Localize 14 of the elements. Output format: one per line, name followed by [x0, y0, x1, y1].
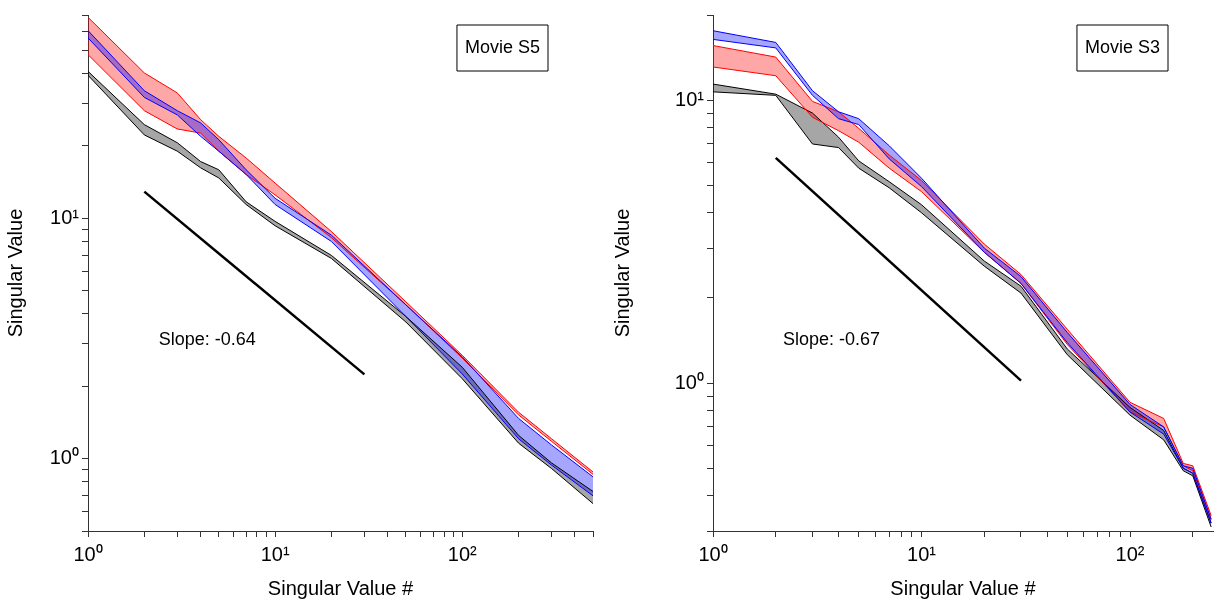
y-axis-title: Singular Value	[610, 208, 633, 338]
x-tick-label: 10⁰	[73, 542, 103, 565]
x-tick-label: 10⁰	[698, 542, 728, 565]
x-axis-title: Singular Value #	[267, 576, 415, 599]
annotation: Movie S3	[1084, 36, 1161, 57]
x-axis-title: Singular Value #	[890, 576, 1037, 599]
x-tick-label: 10¹	[260, 542, 290, 565]
annotation: Slope: -0.64	[158, 329, 256, 350]
annotation: Slope: -0.67	[783, 329, 881, 350]
x-tick-label: 10²	[1115, 542, 1145, 565]
x-tick-label: 10²	[447, 542, 478, 565]
annotation: Movie S5	[464, 36, 541, 57]
y-axis-title: Singular Value	[3, 208, 26, 338]
x-tick-label: 10¹	[907, 542, 937, 565]
